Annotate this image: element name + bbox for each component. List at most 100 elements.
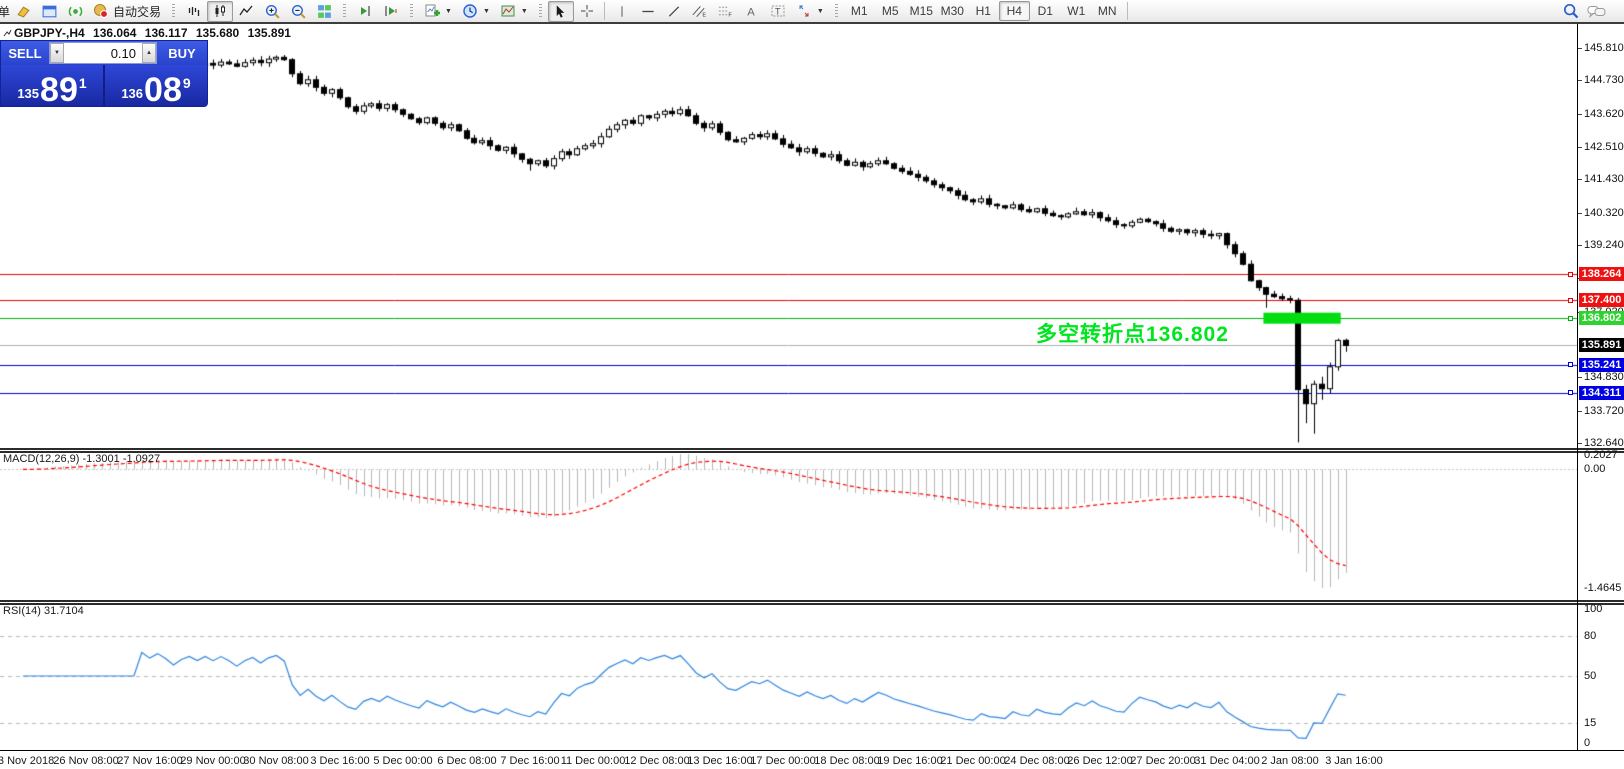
time-axis-label[interactable]: 7 Dec 16:00 (500, 755, 560, 767)
rsi-bottom-border (0, 750, 1624, 751)
line-handle[interactable] (1568, 390, 1573, 395)
buy-button[interactable]: BUY (168, 45, 196, 61)
rsi-axis-label: 50 (1584, 670, 1597, 682)
time-axis-label[interactable]: 5 Dec 00:00 (373, 755, 433, 767)
price-line-label[interactable]: 135.891 (1579, 338, 1624, 352)
indicators-button[interactable]: ▼ (419, 1, 457, 22)
candlestick-chart-icon[interactable] (207, 0, 234, 22)
bar-chart-icon[interactable] (181, 1, 207, 22)
tile-windows-icon[interactable] (311, 1, 337, 22)
sell-price-big-figure: 135 (17, 86, 40, 101)
line-handle[interactable] (1568, 298, 1573, 303)
search-icon[interactable] (1558, 1, 1584, 22)
timeframe-h1[interactable]: H1 (975, 4, 991, 18)
price-axis-tick (1578, 377, 1582, 378)
timeframe-d1[interactable]: D1 (1037, 4, 1053, 18)
price-axis-tick (1578, 245, 1582, 246)
time-axis-label[interactable]: 3 Jan 16:00 (1325, 755, 1383, 767)
time-axis-label[interactable]: 3 Dec 16:00 (310, 755, 370, 767)
time-axis-label[interactable]: 29 Nov 00:00 (180, 755, 246, 767)
price-line-label[interactable]: 135.241 (1579, 358, 1624, 372)
time-axis-label[interactable]: 27 Nov 16:00 (117, 755, 183, 767)
horizontal-line-icon[interactable] (635, 1, 661, 22)
text-icon[interactable]: A (739, 1, 765, 22)
line-handle[interactable] (1568, 362, 1573, 367)
timeframe-m30[interactable]: M30 (940, 4, 964, 18)
zoom-out-icon[interactable] (285, 1, 311, 22)
signals-icon[interactable] (62, 1, 88, 22)
time-axis-label[interactable]: 6 Dec 08:00 (437, 755, 497, 767)
macd-axis-max: 0.2027 (1584, 449, 1618, 461)
chart-shift-icon[interactable] (378, 1, 404, 22)
time-axis-label[interactable]: 17 Dec 00:00 (750, 755, 816, 767)
buy-price[interactable]: 136 08 9 (105, 65, 207, 106)
line-chart-icon[interactable] (233, 1, 259, 22)
time-axis-label[interactable]: 13 Dec 16:00 (687, 755, 753, 767)
time-axis-label[interactable]: 12 Dec 08:00 (624, 755, 690, 767)
price-line-label[interactable]: 134.311 (1579, 386, 1624, 400)
timeframe-h4[interactable]: H4 (998, 1, 1030, 21)
rsi-axis-label: 80 (1584, 630, 1597, 642)
price-axis-tick (1578, 147, 1582, 148)
time-axis-label[interactable]: 27 Dec 20:00 (1130, 755, 1196, 767)
time-axis-label[interactable]: 26 Nov 08:00 (53, 755, 119, 767)
time-axis-label[interactable]: 26 Dec 12:00 (1067, 755, 1133, 767)
price-line-label[interactable]: 136.802 (1579, 311, 1624, 325)
cursor-icon[interactable] (547, 0, 574, 22)
time-axis-label[interactable]: 18 Dec 08:00 (814, 755, 880, 767)
time-axis-label[interactable]: 19 Dec 16:00 (877, 755, 943, 767)
equidistant-channel-icon[interactable]: E (687, 1, 713, 22)
metaeditor-icon[interactable] (10, 1, 36, 22)
time-axis-label[interactable]: 21 Dec 00:00 (940, 755, 1006, 767)
arrows-icon (799, 5, 809, 17)
price-axis-label: 132.640 (1584, 437, 1624, 449)
price-line-label[interactable]: 137.400 (1579, 293, 1624, 307)
price-chart-canvas[interactable] (0, 24, 1577, 448)
rsi-panel-canvas[interactable] (0, 604, 1577, 750)
periods-button[interactable]: ▼ (457, 1, 495, 22)
time-axis-label[interactable]: 30 Nov 08:00 (243, 755, 309, 767)
arrows-button[interactable]: ▼ (791, 1, 829, 22)
text-label-icon[interactable]: T (765, 1, 791, 22)
templates-button[interactable]: ▼ (495, 1, 533, 22)
timeframe-group: M1 M5 M15 M30 H1 H4 D1 W1 MN (844, 1, 1123, 21)
timeframe-w1[interactable]: W1 (1067, 4, 1086, 18)
trendline-icon[interactable] (661, 1, 687, 22)
volume-input[interactable] (64, 43, 142, 63)
fibonacci-icon[interactable]: F (713, 1, 739, 22)
autotrading-button[interactable]: 自动交易 (88, 1, 166, 22)
chat-icon[interactable] (1584, 1, 1610, 22)
sell-button[interactable]: SELL (8, 45, 42, 61)
line-handle[interactable] (1568, 272, 1573, 277)
timeframe-mn[interactable]: MN (1097, 4, 1117, 18)
volume-decrease-button[interactable]: ▼ (50, 43, 64, 63)
zoom-in-icon[interactable] (259, 1, 285, 22)
panel-divider[interactable] (0, 448, 1624, 453)
crosshair-icon[interactable] (574, 1, 600, 22)
timeframe-m5[interactable]: M5 (881, 4, 899, 18)
timeframe-m15[interactable]: M15 (909, 4, 933, 18)
line-handle[interactable] (1568, 316, 1573, 321)
chevron-down-icon: ▼ (445, 7, 452, 15)
time-axis-label[interactable]: 2 Jan 08:00 (1261, 755, 1319, 767)
panel-divider[interactable] (0, 600, 1624, 605)
indicators-icon (425, 4, 441, 17)
time-axis-label[interactable]: 24 Dec 08:00 (1004, 755, 1070, 767)
terminal-window-icon[interactable] (36, 1, 62, 22)
time-axis-label[interactable]: 11 Dec 00:00 (560, 755, 626, 767)
toolbar-separator (1126, 2, 1128, 20)
volume-increase-button[interactable]: ▲ (142, 43, 156, 63)
macd-panel-canvas[interactable] (0, 452, 1577, 600)
vertical-line-icon[interactable] (609, 1, 635, 22)
new-order-button[interactable]: 单 (0, 4, 10, 19)
chevron-down-icon: ▼ (520, 7, 528, 15)
clock-icon (463, 4, 477, 18)
time-axis-label[interactable]: 23 Nov 2018 (0, 755, 55, 767)
time-axis-label[interactable]: 31 Dec 04:00 (1194, 755, 1260, 767)
sell-price[interactable]: 135 89 1 (1, 65, 105, 106)
timeframe-m1[interactable]: M1 (850, 4, 868, 18)
toolbar-grip (343, 3, 347, 19)
auto-scroll-icon[interactable] (352, 1, 378, 22)
price-line-label[interactable]: 138.264 (1579, 267, 1624, 281)
autotrading-label: 自动交易 (113, 4, 162, 19)
